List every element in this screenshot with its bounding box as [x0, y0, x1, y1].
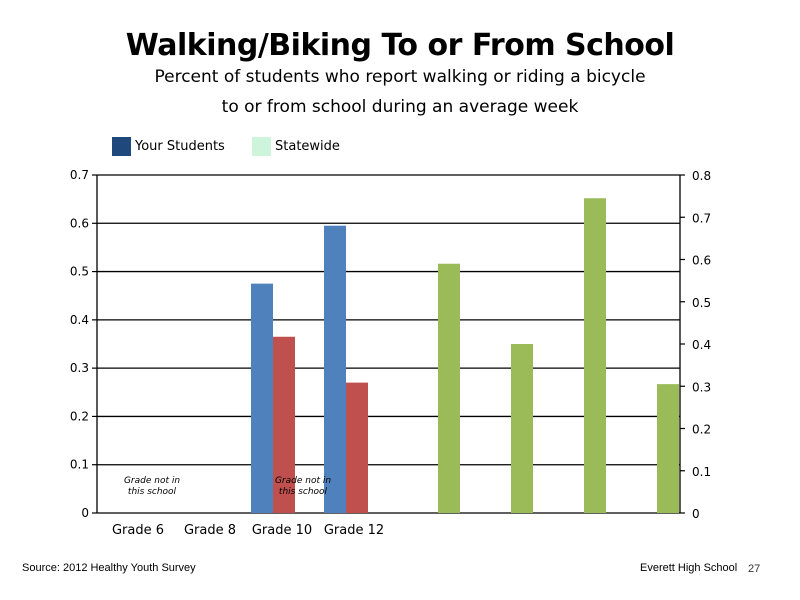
annotation-line2: this school	[128, 487, 177, 497]
left-tick-label: 0.7	[70, 168, 89, 182]
right-tick-label: 0	[692, 507, 700, 521]
legend-label-your-students: Your Students	[135, 138, 225, 154]
bar-statewide-grade-10	[584, 198, 606, 514]
right-tick-label: 0.3	[692, 380, 711, 394]
legend-swatch-your-students	[112, 136, 131, 156]
annotation-line1: Grade not in	[275, 476, 331, 486]
school-name: Everett High School	[640, 562, 738, 574]
chart-title: Walking/Biking To or From School	[125, 28, 675, 63]
right-tick-label: 0.4	[692, 338, 711, 352]
bar-statewide-grade-8	[511, 344, 533, 513]
category-label-grade-10: Grade 10	[252, 523, 312, 538]
right-tick-label: 0.7	[692, 211, 711, 225]
gridlines	[97, 174, 680, 514]
chart-subtitle-line2: to or from school during an average week	[221, 97, 579, 117]
bar-series0-grade-10	[251, 283, 273, 513]
left-tick-label: 0.2	[70, 409, 89, 423]
bar-statewide-grade-6	[438, 263, 460, 513]
right-tick-label: 0.8	[692, 169, 711, 183]
chart-subtitle-line1: Percent of students who report walking o…	[154, 67, 646, 87]
bar-series0-grade-12	[324, 225, 346, 513]
source-note: Source: 2012 Healthy Youth Survey	[22, 562, 196, 574]
right-tick-label: 0.1	[692, 465, 711, 479]
annotation-line2: this school	[279, 487, 328, 497]
category-label-grade-6: Grade 6	[112, 523, 164, 538]
annotation-line1: Grade not in	[124, 476, 180, 486]
category-label-grade-8: Grade 8	[184, 523, 236, 538]
axes	[92, 174, 685, 514]
bar-series1-grade-10	[273, 336, 295, 513]
bars	[251, 198, 679, 514]
left-tick-label: 0.3	[70, 361, 89, 375]
bar-series1-grade-12	[346, 382, 368, 513]
page-number: 27	[748, 563, 761, 575]
left-tick-label: 0.6	[70, 216, 89, 230]
bar-statewide-grade-12	[657, 384, 679, 513]
left-tick-label: 0.5	[70, 265, 89, 279]
right-tick-label: 0.2	[692, 423, 711, 437]
left-tick-label: 0.4	[70, 313, 89, 327]
legend-label-statewide: Statewide	[275, 138, 340, 154]
left-tick-label: 0	[81, 506, 89, 520]
left-tick-label: 0.1	[70, 458, 89, 472]
labels: 0 0.1 0.2 0.3 0.4 0.5 0.6 0.7 0 0.1 0.2 0.3 0.4 0.5 0.…	[70, 168, 711, 538]
legend-swatch-statewide	[252, 136, 271, 156]
category-label-grade-12: Grade 12	[324, 523, 384, 538]
legend-item-your-students: Your Students	[112, 136, 225, 156]
right-tick-label: 0.5	[692, 296, 711, 310]
legend-item-statewide: Statewide	[252, 136, 340, 156]
right-tick-label: 0.6	[692, 254, 711, 268]
